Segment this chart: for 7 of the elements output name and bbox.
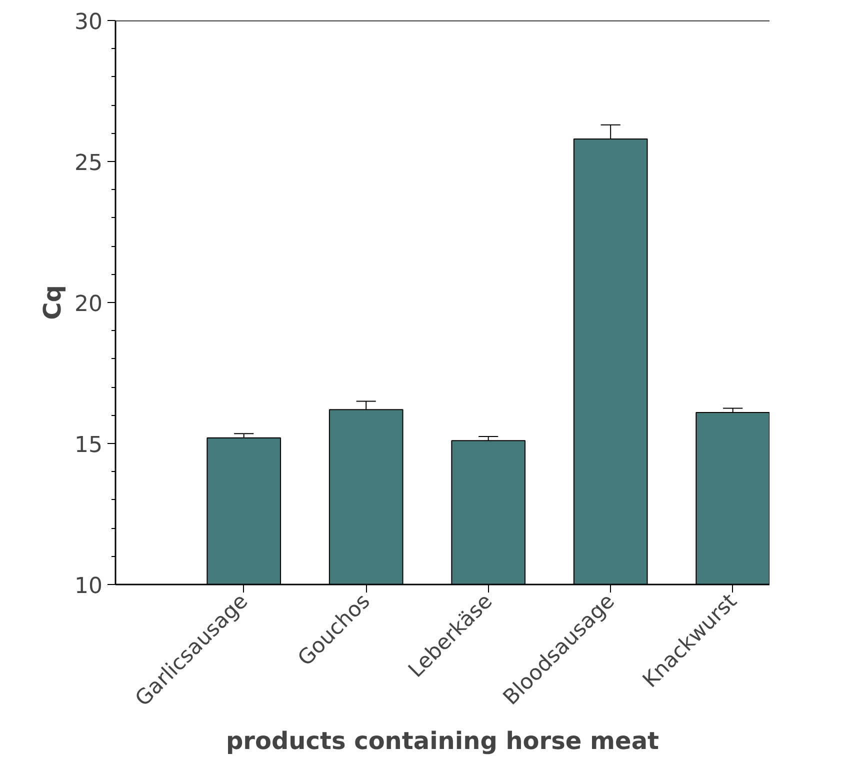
- y-tick-label: 30: [74, 10, 103, 35]
- y-axis-title: Cq: [38, 285, 67, 320]
- y-tick-label: 20: [74, 292, 103, 317]
- y-tick-label: 15: [74, 433, 103, 458]
- y-tick-label: 10: [74, 574, 103, 599]
- x-axis-title: products containing horse meat: [226, 727, 660, 756]
- y-tick-label: 25: [74, 151, 103, 176]
